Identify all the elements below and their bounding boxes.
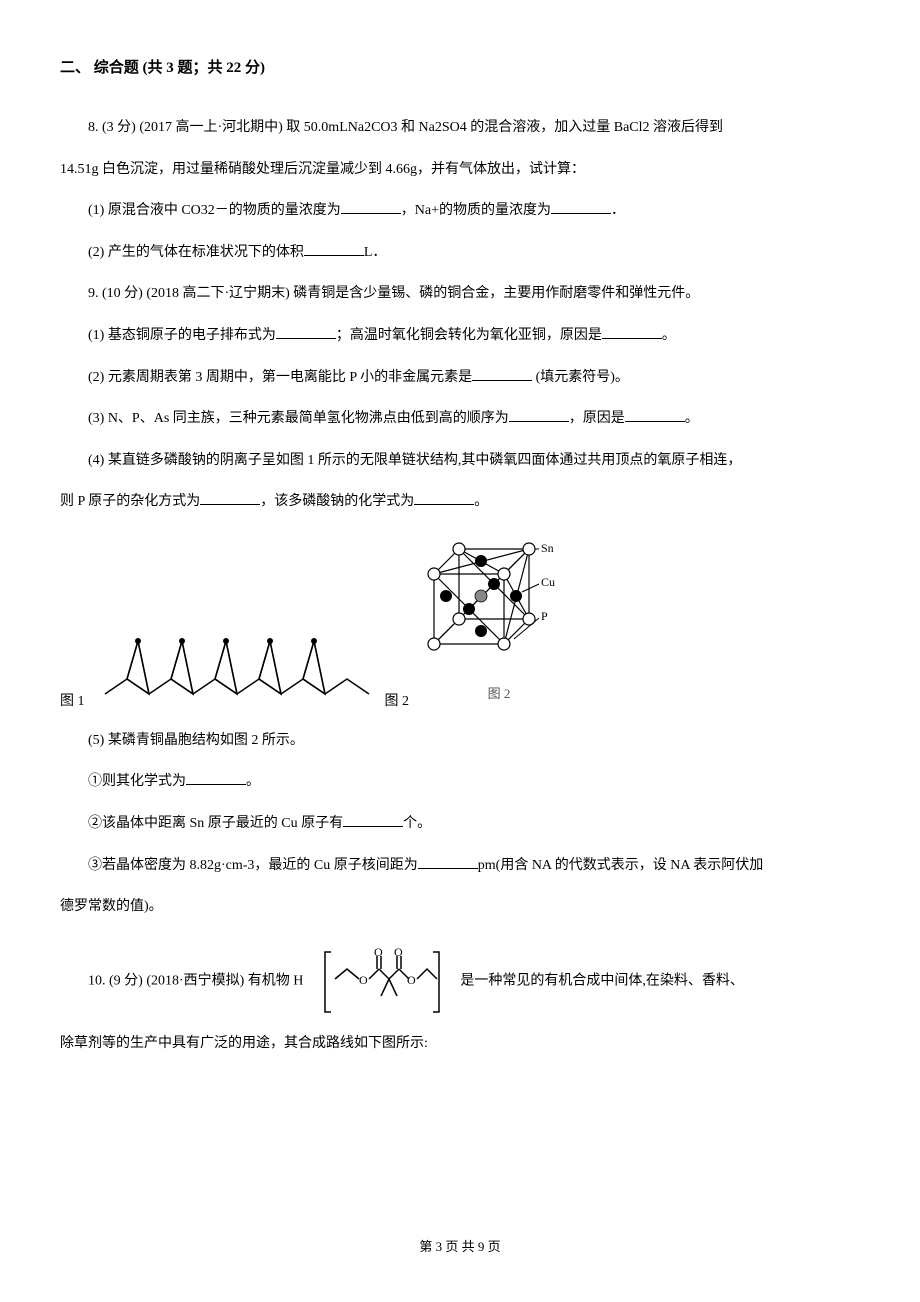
q9-sub5-2b-text: 个。: [403, 816, 431, 831]
q9-sub4b-text: 则 P 原子的杂化方式为: [60, 494, 200, 509]
q8-sub1c-text: ．: [611, 203, 625, 218]
sn-label: Sn: [541, 541, 554, 555]
svg-text:O: O: [394, 945, 403, 959]
q9-sub2a-text: (2) 元素周期表第 3 周期中，第一电离能比 P 小的非金属元素是: [88, 370, 472, 385]
q8-header: 8. (3 分) (2017 高一上·河北期中) 取 50.0mLNa2CO3 …: [60, 111, 860, 145]
q8-header2: 14.51g 白色沉淀，用过量稀硝酸处理后沉淀量减少到 4.66g，并有气体放出…: [60, 153, 860, 187]
q9-sub5-3b-text: pm(用含 NA 的代数式表示，设 NA 表示阿伏加: [478, 858, 763, 873]
svg-text:O: O: [374, 945, 383, 959]
q10-header: 10. (9 分) (2018·西宁模拟) 有机物 H O O O O 是一种常…: [60, 944, 860, 1019]
q8-sub1a-text: (1) 原混合液中 CO32－的物质的量浓度为: [88, 203, 341, 218]
blank: [551, 200, 611, 214]
q9-sub4c-text: ，该多磷酸钠的化学式为: [260, 494, 414, 509]
blank: [186, 771, 246, 785]
fig2-container: Sn Cu P 图 2: [419, 534, 579, 709]
q9-sub3: (3) N、P、As 同主族，三种元素最简单氢化物沸点由低到高的顺序为 ，原因是 。: [60, 402, 860, 436]
q9-sub1b-text: ；高温时氧化铜会转化为氧化亚铜，原因是: [336, 328, 602, 343]
q8-sub2b-text: L．: [364, 245, 387, 260]
q10-header-c: 除草剂等的生产中具有广泛的用途，其合成路线如下图所示:: [60, 1027, 860, 1061]
q9-sub2: (2) 元素周期表第 3 周期中，第一电离能比 P 小的非金属元素是 (填元素符…: [60, 361, 860, 395]
q9-sub3a-text: (3) N、P、As 同主族，三种元素最简单氢化物沸点由低到高的顺序为: [88, 411, 509, 426]
q9-sub5-2: ②该晶体中距离 Sn 原子最近的 Cu 原子有 个。: [60, 807, 860, 841]
q9-sub3c-text: 。: [685, 411, 699, 426]
q9-sub4d-text: 。: [474, 494, 488, 509]
q9-sub2b-text: (填元素符号)。: [532, 370, 629, 385]
figures-row: 图 1 图 2: [60, 534, 860, 709]
q8-sub1b-text: ，Na+的物质的量浓度为: [401, 203, 551, 218]
q9-sub3b-text: ，原因是: [569, 411, 625, 426]
fig2-label: 图 2: [385, 695, 410, 709]
blank: [276, 325, 336, 339]
chain-structure-icon: [95, 629, 375, 709]
q8-sub2: (2) 产生的气体在标准状况下的体积 L．: [60, 236, 860, 270]
q9-sub5-1b-text: 。: [246, 774, 260, 789]
blank: [341, 200, 401, 214]
q9-sub1c-text: 。: [662, 328, 676, 343]
blank: [472, 367, 532, 381]
blank: [509, 408, 569, 422]
page-footer: 第 3 页 共 9 页: [0, 1231, 920, 1262]
blank: [625, 408, 685, 422]
q9-sub5-3a-text: ③若晶体密度为 8.82g·cm-3，最近的 Cu 原子核间距为: [88, 858, 418, 873]
q8-sub2a-text: (2) 产生的气体在标准状况下的体积: [88, 245, 304, 260]
blank: [414, 491, 474, 505]
q9-sub5-1a-text: ①则其化学式为: [88, 774, 186, 789]
cu-label: Cu: [541, 575, 555, 589]
blank: [304, 242, 364, 256]
svg-text:O: O: [359, 973, 368, 987]
section-header: 二、 综合题 (共 3 题；共 22 分): [60, 50, 860, 86]
q9-sub1: (1) 基态铜原子的电子排布式为 ；高温时氧化铜会转化为氧化亚铜，原因是 。: [60, 319, 860, 353]
blank: [418, 855, 478, 869]
fig1-label: 图 1: [60, 695, 85, 709]
q8-sub1: (1) 原混合液中 CO32－的物质的量浓度为 ，Na+的物质的量浓度为 ．: [60, 194, 860, 228]
q9-sub4: (4) 某直链多磷酸钠的阴离子呈如图 1 所示的无限单链状结构,其中磷氧四面体通…: [60, 444, 860, 478]
q9-sub5: (5) 某磷青铜晶胞结构如图 2 所示。: [60, 724, 860, 758]
q10-header-b: 是一种常见的有机合成中间体,在染料、香料、: [460, 973, 744, 988]
q9-sub1a-text: (1) 基态铜原子的电子排布式为: [88, 328, 276, 343]
q9-sub5-2a-text: ②该晶体中距离 Sn 原子最近的 Cu 原子有: [88, 816, 343, 831]
q10-header-a: 10. (9 分) (2018·西宁模拟) 有机物 H: [88, 973, 303, 988]
crystal-structure-icon: Sn Cu P: [419, 534, 579, 664]
blank: [200, 491, 260, 505]
q9-sub5-3: ③若晶体密度为 8.82g·cm-3，最近的 Cu 原子核间距为 pm(用含 NA…: [60, 849, 860, 883]
q9-sub5-1: ①则其化学式为 。: [60, 765, 860, 799]
q9-header: 9. (10 分) (2018 高二下·辽宁期末) 磷青铜是含少量锡、磷的铜合金…: [60, 277, 860, 311]
molecule-structure-icon: O O O O: [307, 944, 457, 1019]
fig2-sublabel: 图 2: [419, 678, 579, 709]
p-label: P: [541, 609, 548, 623]
svg-text:O: O: [407, 973, 416, 987]
q9-sub4-cont: 则 P 原子的杂化方式为 ，该多磷酸钠的化学式为 。: [60, 485, 860, 519]
blank: [602, 325, 662, 339]
blank: [343, 813, 403, 827]
q9-sub5-3c: 德罗常数的值)。: [60, 890, 860, 924]
